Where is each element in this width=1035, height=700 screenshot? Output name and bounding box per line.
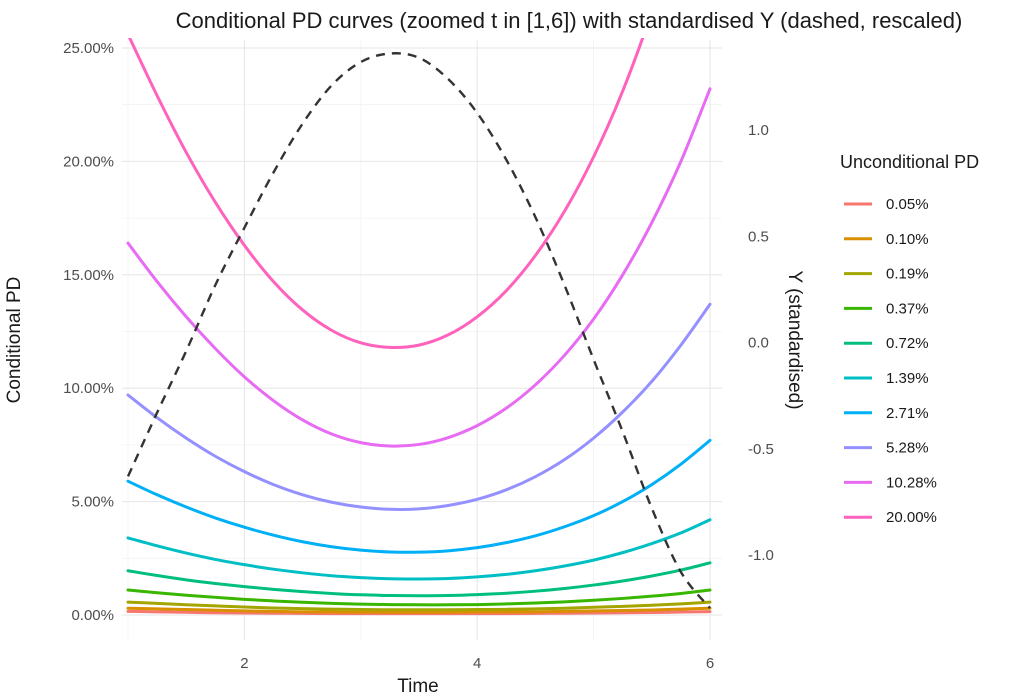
legend-label: 5.28% [886,440,929,457]
legend-label: 2.71% [886,405,929,422]
x-tick-label: 6 [706,655,714,672]
legend-label: 20.00% [886,509,937,526]
y2-tick-label: 0.0 [748,335,769,352]
series-line-1-39pct [126,518,712,581]
y2-tick-label: -0.5 [748,441,774,458]
series-line-10-28pct [126,87,712,448]
axes: 2 4 6 0.00% 5.00% 10.00% 15.00% 20.00% 25.00% -1.… [63,40,774,672]
series-line-0-19pct [126,600,712,612]
secondary-series [126,52,711,609]
series-line-0-37pct [126,588,712,607]
y-tick-label: 5.00% [71,494,114,511]
series-line-20-00pct [128,38,645,349]
y-standardised-dashed-line [126,52,711,609]
y-tick-label: 20.00% [63,153,114,170]
legend-label: 10.28% [886,474,937,491]
legend-label: 0.19% [886,266,929,283]
series-line-5-28pct [126,302,712,511]
x-tick-label: 4 [473,655,481,672]
y-tick-label: 15.00% [63,267,114,284]
y2-tick-label: 0.5 [748,228,769,245]
chart-title: Conditional PD curves (zoomed t in [1,6]… [176,8,963,33]
series-line-0-10pct [126,606,712,614]
series-lines [126,38,712,616]
series-line-2-71pct [126,438,712,554]
x-tick-label: 2 [240,655,248,672]
legend-label: 0.10% [886,231,929,248]
y2-tick-label: 1.0 [748,122,769,139]
legend-label: 0.37% [886,300,929,317]
y2-axis-title: Y (standardised) [784,270,805,409]
y-tick-label: 25.00% [63,40,114,57]
legend-label: 0.72% [886,335,929,352]
y-axis-title: Conditional PD [4,277,25,404]
y2-tick-label: -1.0 [748,547,774,564]
y-tick-label: 0.00% [71,607,114,624]
legend-title: Unconditional PD [840,152,979,172]
y-tick-label: 10.00% [63,380,114,397]
legend: Unconditional PD 0.05% 0.10% 0.19% 0.37% 0.7… [840,152,979,526]
x-axis-title: Time [397,676,439,697]
series-line-0-72pct [126,561,712,598]
legend-label: 0.05% [886,196,929,213]
legend-label: 1.39% [886,370,929,387]
